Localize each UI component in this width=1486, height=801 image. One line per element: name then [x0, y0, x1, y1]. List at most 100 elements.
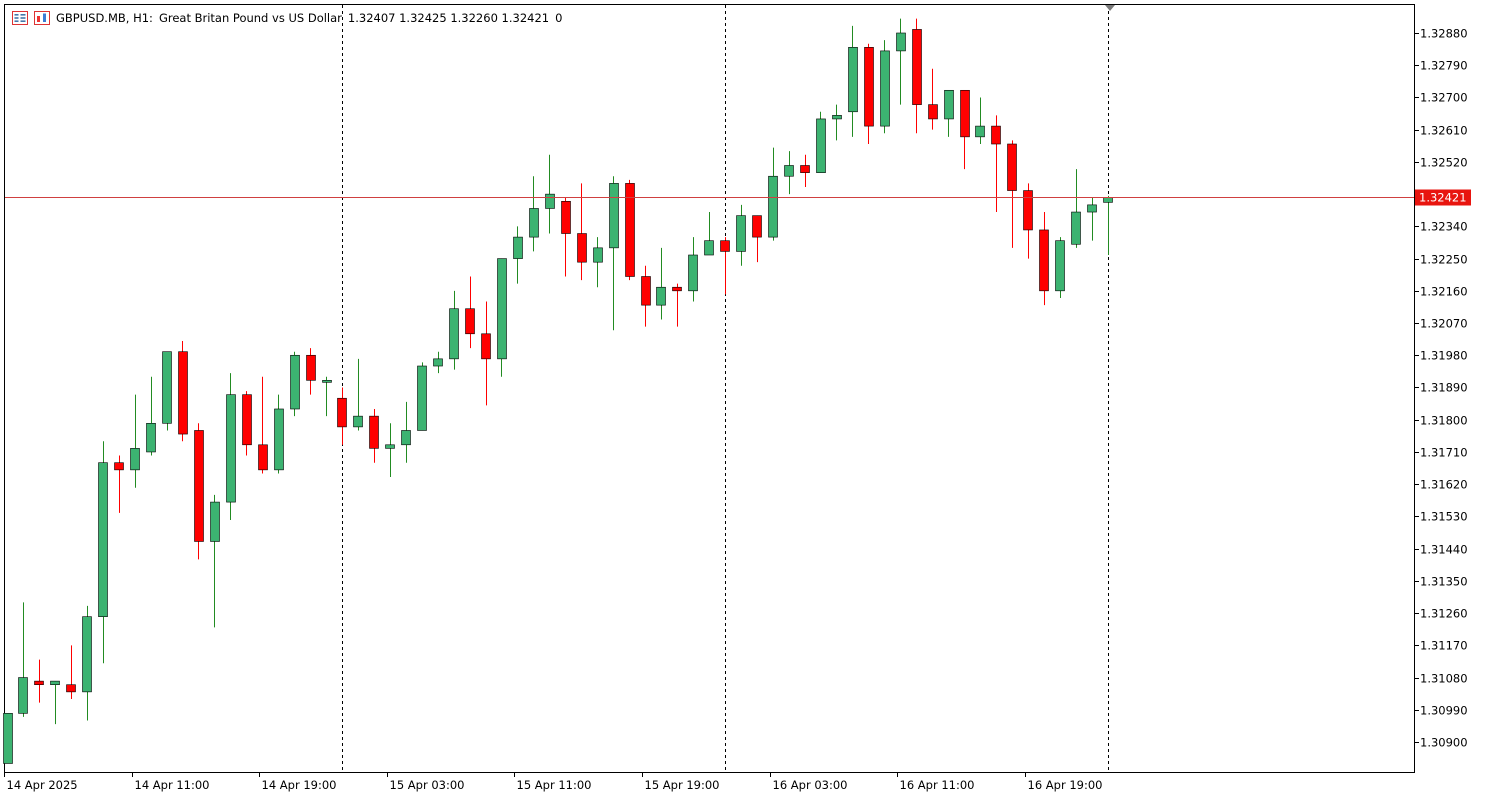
candle[interactable] [896, 18, 906, 105]
candle[interactable] [242, 391, 252, 456]
chart-shift-marker-icon[interactable] [1105, 5, 1115, 11]
candle[interactable] [162, 351, 172, 431]
price-tick-label: 1.30990 [1420, 704, 1468, 718]
candle-body [768, 175, 778, 238]
candle[interactable] [306, 348, 316, 395]
candle[interactable] [290, 351, 300, 417]
candle-body [800, 165, 810, 173]
candle[interactable] [337, 387, 347, 445]
candle[interactable] [975, 97, 985, 145]
candle[interactable] [50, 680, 60, 725]
candle-body [896, 32, 906, 52]
candle[interactable] [784, 151, 794, 195]
candle-body [1039, 229, 1049, 292]
period-separators [342, 5, 1109, 772]
trade-icon[interactable] [34, 11, 50, 25]
price-tick-label: 1.32880 [1420, 27, 1468, 41]
candle[interactable] [146, 376, 156, 456]
candle[interactable] [433, 351, 443, 374]
candle-body [656, 286, 666, 306]
candle[interactable] [130, 394, 140, 488]
time-tick-label: 16 Apr 11:00 [900, 778, 975, 792]
candle-body [1023, 190, 1033, 231]
candle[interactable] [768, 147, 778, 241]
candle[interactable] [226, 373, 236, 520]
price-tick-label: 1.32790 [1420, 59, 1468, 73]
candle[interactable] [704, 212, 714, 256]
candle[interactable] [1087, 197, 1097, 241]
candle[interactable] [848, 25, 858, 137]
candle-body [306, 354, 316, 381]
candle[interactable] [369, 408, 379, 463]
candle[interactable] [928, 68, 938, 130]
candle[interactable] [3, 713, 13, 764]
candle[interactable] [545, 154, 555, 234]
candle-body [848, 47, 858, 113]
candle[interactable] [210, 494, 220, 628]
candle[interactable] [656, 247, 666, 320]
candle-body [497, 258, 507, 360]
candle[interactable] [385, 423, 395, 478]
candle[interactable] [561, 197, 571, 277]
candle[interactable] [832, 104, 842, 141]
candle-body [337, 397, 347, 428]
candle[interactable] [752, 215, 762, 263]
candle[interactable] [1055, 237, 1065, 298]
candle-body [353, 415, 363, 428]
time-axis: 14 Apr 2025 14 Apr 11:00 14 Apr 19:00 15 Ap… [4, 772, 1103, 792]
candle[interactable] [18, 602, 28, 717]
time-tick-label: 16 Apr 19:00 [1028, 778, 1103, 792]
candle[interactable] [1071, 169, 1081, 248]
candle[interactable] [577, 183, 587, 281]
candle[interactable] [960, 89, 970, 170]
candle[interactable] [497, 258, 507, 377]
candle[interactable] [880, 40, 890, 134]
candle[interactable] [800, 154, 810, 187]
candle[interactable] [417, 362, 427, 431]
candle-body [34, 680, 44, 686]
candle[interactable] [401, 401, 411, 463]
candle[interactable] [609, 176, 619, 331]
candle[interactable] [34, 659, 44, 703]
candle[interactable] [258, 376, 268, 474]
candle[interactable] [449, 290, 459, 370]
candle[interactable] [82, 605, 92, 721]
candle[interactable] [688, 237, 698, 302]
candle[interactable] [513, 226, 523, 284]
candle[interactable] [912, 18, 922, 134]
price-tick-label: 1.31890 [1420, 381, 1468, 395]
candle-body [50, 680, 60, 686]
candle[interactable] [1023, 183, 1033, 259]
candle[interactable] [672, 283, 682, 327]
candle[interactable] [481, 301, 491, 406]
price-tick-label: 1.31440 [1420, 543, 1468, 557]
candle[interactable] [864, 43, 874, 145]
candle[interactable] [98, 441, 108, 664]
candle[interactable] [1007, 140, 1017, 248]
candle[interactable] [529, 176, 539, 252]
candle[interactable] [194, 423, 204, 560]
candle-body [449, 308, 459, 360]
candle[interactable] [641, 265, 651, 327]
price-tick-label: 1.32700 [1420, 91, 1468, 105]
candle[interactable] [274, 394, 284, 474]
candle-body [66, 684, 76, 693]
candle[interactable] [625, 179, 635, 281]
candle[interactable] [114, 455, 124, 513]
candle[interactable] [944, 89, 954, 137]
candle[interactable] [736, 204, 746, 266]
candle[interactable] [353, 358, 363, 431]
candle[interactable] [178, 340, 188, 442]
candle[interactable] [1039, 212, 1049, 306]
candle[interactable] [322, 376, 332, 417]
candle[interactable] [720, 237, 730, 295]
candle[interactable] [991, 115, 1001, 213]
candle[interactable] [66, 645, 76, 700]
candle[interactable] [816, 111, 826, 173]
candle-body [417, 365, 427, 431]
candle[interactable] [593, 237, 603, 288]
chart-list-icon[interactable] [12, 11, 28, 25]
candle[interactable] [465, 276, 475, 349]
